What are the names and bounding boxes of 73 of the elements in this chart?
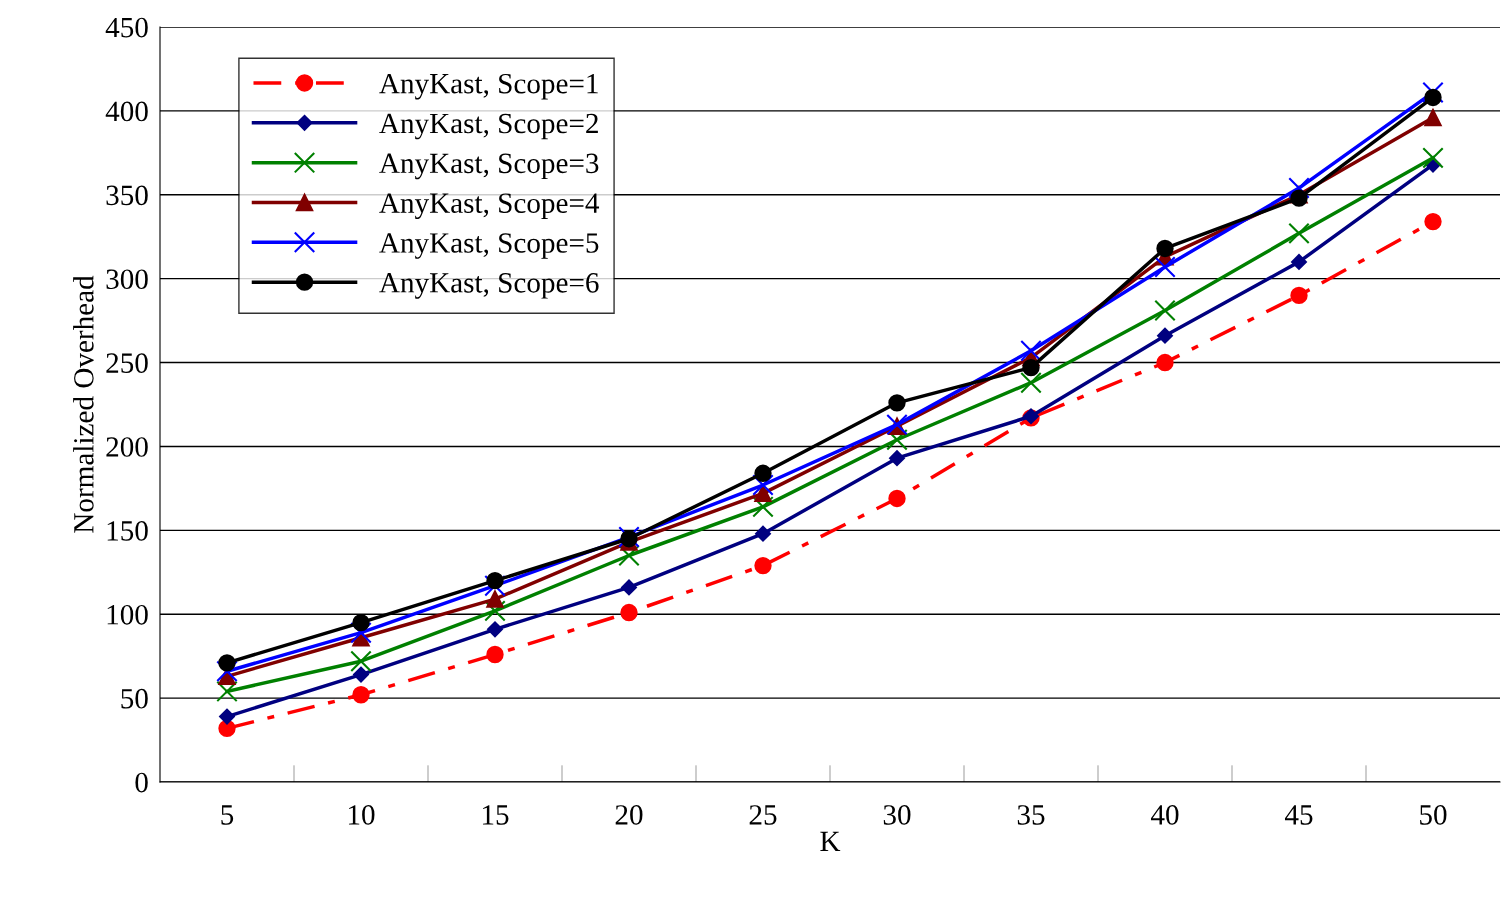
x-tick-label: 50 — [1420, 805, 1447, 825]
point — [1288, 177, 1310, 199]
x-tick-label: 35 — [1017, 805, 1045, 825]
point — [1288, 222, 1310, 245]
x-axis-title: K — [820, 831, 841, 851]
point — [620, 603, 638, 622]
point — [621, 579, 637, 596]
x-tick-label: 25 — [749, 805, 777, 825]
point — [1022, 358, 1040, 377]
point — [484, 600, 506, 622]
point — [754, 484, 772, 503]
x-tick-label: 40 — [1150, 805, 1179, 825]
x-tick-label: 20 — [615, 805, 643, 825]
y-tick-label: 400 — [105, 101, 148, 122]
y-tick-label: 150 — [107, 521, 148, 541]
y-tick-label: 350 — [106, 185, 148, 206]
point — [219, 708, 235, 725]
y-tick-label: 450 — [105, 17, 148, 38]
point — [755, 525, 771, 542]
y-tick-label: 300 — [106, 269, 148, 290]
point — [484, 574, 506, 597]
point — [754, 464, 772, 482]
point — [1154, 256, 1176, 278]
point — [352, 613, 370, 632]
point — [752, 474, 774, 496]
y-tick-label: 250 — [106, 353, 148, 373]
point — [1154, 299, 1176, 322]
point — [1156, 239, 1174, 258]
point — [218, 719, 236, 737]
point — [352, 686, 370, 704]
point — [618, 544, 640, 567]
point — [1157, 327, 1173, 344]
point — [486, 571, 504, 590]
legend-label: AnyKast, Scope=2 — [379, 113, 598, 140]
point — [1290, 189, 1308, 207]
point — [1290, 286, 1308, 305]
point — [1424, 108, 1442, 127]
point — [216, 660, 238, 683]
point — [218, 654, 236, 672]
point — [1422, 147, 1444, 169]
x-tick-label: 15 — [482, 805, 509, 825]
legend-label: AnyKast, Scope=4 — [379, 193, 600, 219]
point — [353, 666, 369, 683]
point — [486, 590, 504, 608]
point — [1020, 340, 1042, 362]
point — [1291, 253, 1307, 270]
y-tick-label: 100 — [107, 604, 148, 625]
point — [1424, 212, 1442, 231]
point — [1020, 371, 1042, 394]
legend-label: AnyKast, Scope=6 — [379, 273, 599, 299]
legend-label: AnyKast, Scope=5 — [379, 233, 599, 259]
x-tick-label: 30 — [883, 805, 911, 825]
point — [350, 650, 372, 672]
y-axis-title: Normalized Overhead — [73, 275, 94, 533]
point — [752, 496, 774, 518]
point — [487, 621, 503, 638]
point — [754, 556, 772, 575]
x-tick-label: 5 — [221, 805, 234, 825]
point — [888, 489, 906, 508]
x-tick-label: 10 — [348, 805, 375, 825]
point — [1156, 353, 1174, 372]
point — [889, 450, 905, 467]
y-tick-label: 50 — [121, 688, 148, 709]
x-tick-label: 45 — [1284, 805, 1313, 825]
y-tick-label: 0 — [135, 772, 148, 793]
point — [216, 680, 238, 703]
legend-label: AnyKast, Scope=1 — [379, 73, 598, 100]
point — [350, 621, 372, 644]
point — [1424, 88, 1442, 107]
y-tick-label: 200 — [106, 437, 148, 457]
point — [486, 645, 504, 664]
point — [888, 394, 906, 412]
legend-label: AnyKast, Scope=3 — [379, 153, 599, 180]
